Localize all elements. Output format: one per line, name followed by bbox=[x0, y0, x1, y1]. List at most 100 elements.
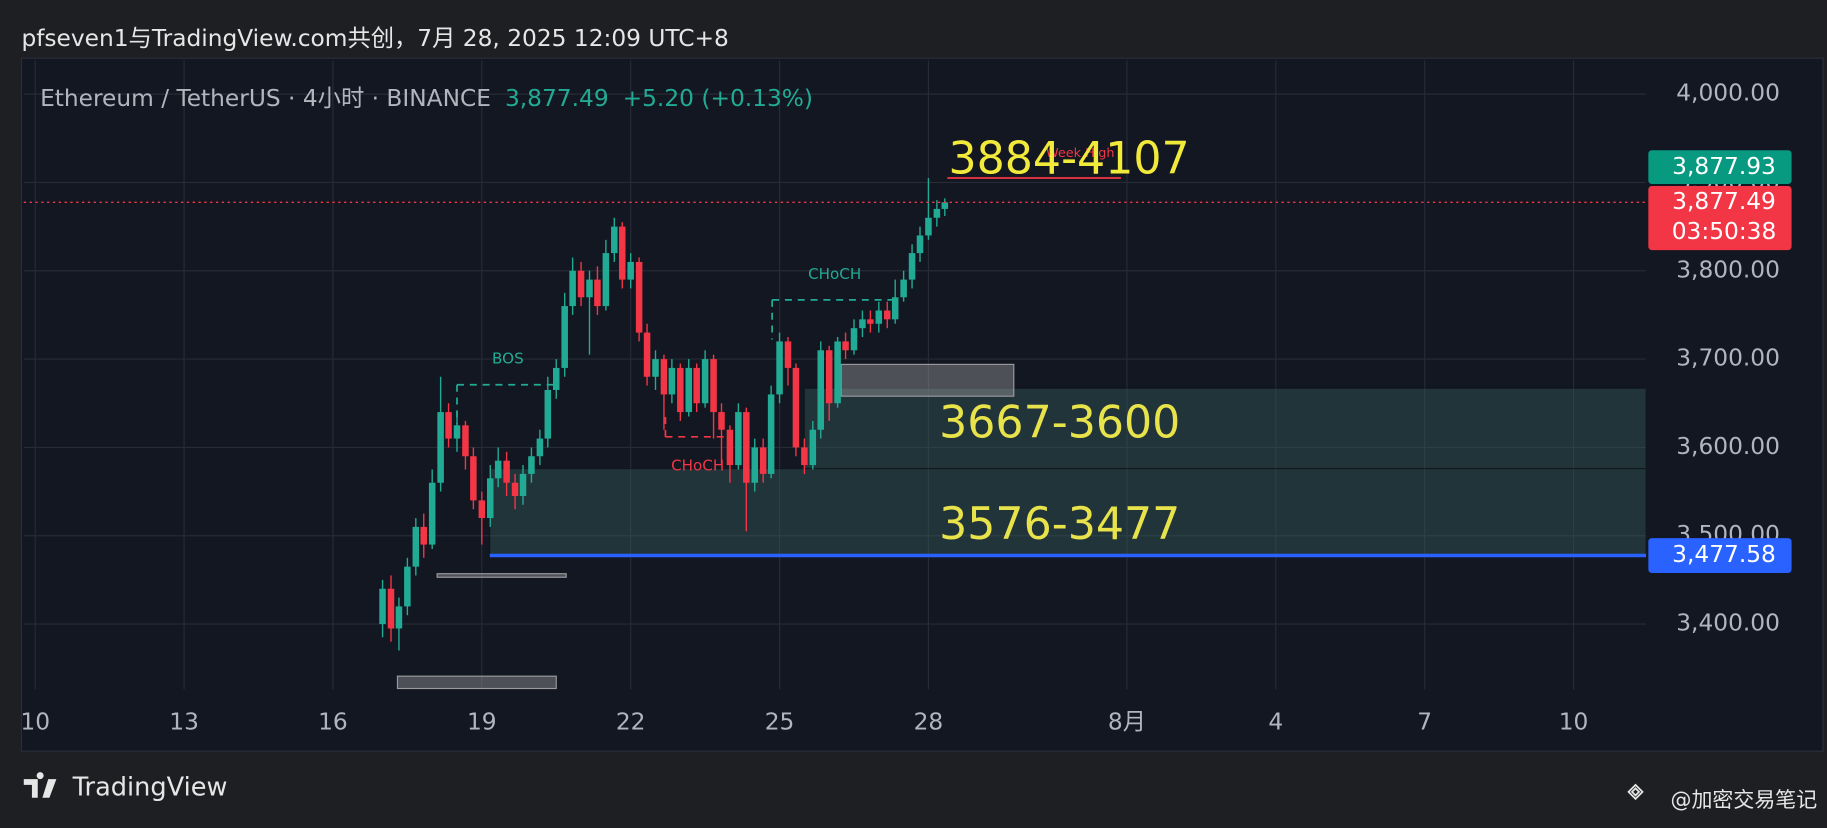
candle-body bbox=[453, 425, 461, 439]
candle-body bbox=[618, 226, 626, 280]
candle-body bbox=[726, 429, 734, 466]
candle-body bbox=[809, 429, 817, 466]
x-tick-label: 8月 bbox=[1108, 709, 1146, 736]
last-price-box bbox=[1648, 186, 1792, 251]
candle-body bbox=[602, 253, 610, 307]
y-tick-label: 3,800.00 bbox=[1676, 256, 1780, 283]
candle-body bbox=[511, 482, 519, 496]
countdown-label: 03:50:38 bbox=[1672, 218, 1777, 245]
brand: TradingView bbox=[72, 772, 228, 802]
candle-body bbox=[404, 566, 411, 607]
order-block bbox=[396, 675, 557, 690]
candle-body bbox=[859, 319, 866, 329]
candle-body bbox=[503, 460, 510, 483]
candle-body bbox=[668, 367, 676, 395]
legend-price: 3,877.49 bbox=[505, 84, 609, 111]
week-high-label: 3884-4107 bbox=[948, 134, 1189, 185]
candle-body bbox=[627, 261, 634, 280]
candle-body bbox=[767, 394, 775, 474]
legend: Ethereum / TetherUS · 4小时 · BINANCE 3,877… bbox=[40, 84, 813, 111]
candle-body bbox=[586, 279, 593, 298]
bid-label: 3,877.93 bbox=[1672, 153, 1776, 180]
candle-body bbox=[519, 473, 527, 496]
candle-body bbox=[395, 606, 403, 629]
structure-label: BOS bbox=[492, 350, 524, 368]
candle-body bbox=[842, 341, 849, 351]
candle-body bbox=[735, 412, 742, 466]
zone bbox=[489, 468, 1647, 557]
candle-body bbox=[693, 367, 700, 404]
candle-body bbox=[379, 588, 386, 625]
candle-body bbox=[941, 202, 949, 209]
candle-body bbox=[478, 500, 486, 519]
candle-body bbox=[643, 332, 651, 377]
candle-body bbox=[718, 412, 725, 430]
y-tick-label: 3,600.00 bbox=[1676, 433, 1780, 460]
chart-panel bbox=[20, 57, 1824, 752]
structure-label: CHoCH bbox=[808, 265, 861, 283]
x-tick-label: 13 bbox=[169, 709, 199, 736]
candle-body bbox=[834, 341, 841, 404]
candle-body bbox=[891, 297, 899, 320]
plot: 10 13 16 19 22 25 28 8月 4 7 103,400.003,500.003,60… bbox=[20, 60, 1792, 736]
candle-body bbox=[776, 341, 783, 395]
candle-body bbox=[925, 217, 932, 236]
candle-body bbox=[908, 253, 916, 280]
candle-body bbox=[660, 359, 668, 395]
candle-body bbox=[552, 367, 560, 391]
y-tick-label: 3,700.00 bbox=[1676, 345, 1780, 372]
candle-body bbox=[561, 306, 568, 368]
level-price-box bbox=[1648, 538, 1792, 574]
candle-body bbox=[569, 270, 576, 307]
order-block bbox=[436, 573, 567, 578]
zone-label: 3667-3600 bbox=[939, 398, 1180, 449]
candle-body bbox=[387, 588, 395, 629]
week-high-note: Week High bbox=[1046, 146, 1115, 161]
candle-body bbox=[594, 279, 601, 307]
structure-label: CHoCH bbox=[671, 456, 724, 474]
x-tick-label: 16 bbox=[318, 709, 348, 736]
legend-change: +5.20 (+0.13%) bbox=[623, 84, 813, 111]
candle-body bbox=[677, 367, 684, 413]
candle-body bbox=[784, 341, 792, 368]
level-price-label: 3,477.58 bbox=[1672, 541, 1776, 568]
x-tick-label: 10 bbox=[20, 709, 50, 736]
y-tick-label: 3,400.00 bbox=[1676, 610, 1780, 637]
bid-label-box bbox=[1648, 150, 1792, 184]
header-title: pfseven1与TradingView.com共创，7月 28, 2025 1… bbox=[21, 25, 728, 52]
candle-body bbox=[916, 235, 924, 254]
candle-body bbox=[635, 261, 643, 333]
candle-body bbox=[420, 526, 428, 545]
candle-body bbox=[462, 425, 469, 457]
zone-label: 3576-3477 bbox=[939, 499, 1180, 550]
candle-body bbox=[875, 310, 883, 324]
watermark-icon bbox=[1627, 783, 1644, 801]
x-tick-label: 19 bbox=[467, 709, 497, 736]
candle-body bbox=[743, 412, 750, 483]
candle-body bbox=[412, 526, 420, 567]
candle-body bbox=[751, 447, 759, 483]
candle-body bbox=[801, 447, 808, 466]
candle-body bbox=[933, 208, 941, 218]
candle-body bbox=[428, 482, 436, 545]
candle-body bbox=[486, 478, 494, 519]
zone bbox=[803, 387, 1647, 470]
candle-body bbox=[900, 279, 907, 298]
candle-body bbox=[825, 350, 833, 404]
order-block bbox=[840, 363, 1015, 397]
x-tick-label: 25 bbox=[765, 709, 795, 736]
candle-body bbox=[883, 310, 891, 320]
candle-body bbox=[817, 350, 825, 430]
legend-symbol: Ethereum / TetherUS · 4小时 · BINANCE bbox=[40, 84, 491, 111]
candle-body bbox=[759, 447, 767, 474]
candle-body bbox=[850, 328, 858, 351]
candle-body bbox=[701, 359, 709, 404]
candle-body bbox=[544, 390, 552, 439]
last-price-label: 3,877.49 bbox=[1672, 188, 1776, 215]
candle-body bbox=[577, 270, 585, 298]
x-tick-label: 4 bbox=[1268, 709, 1283, 736]
y-tick-label: 4,000.00 bbox=[1676, 80, 1780, 107]
candle-body bbox=[470, 456, 477, 501]
